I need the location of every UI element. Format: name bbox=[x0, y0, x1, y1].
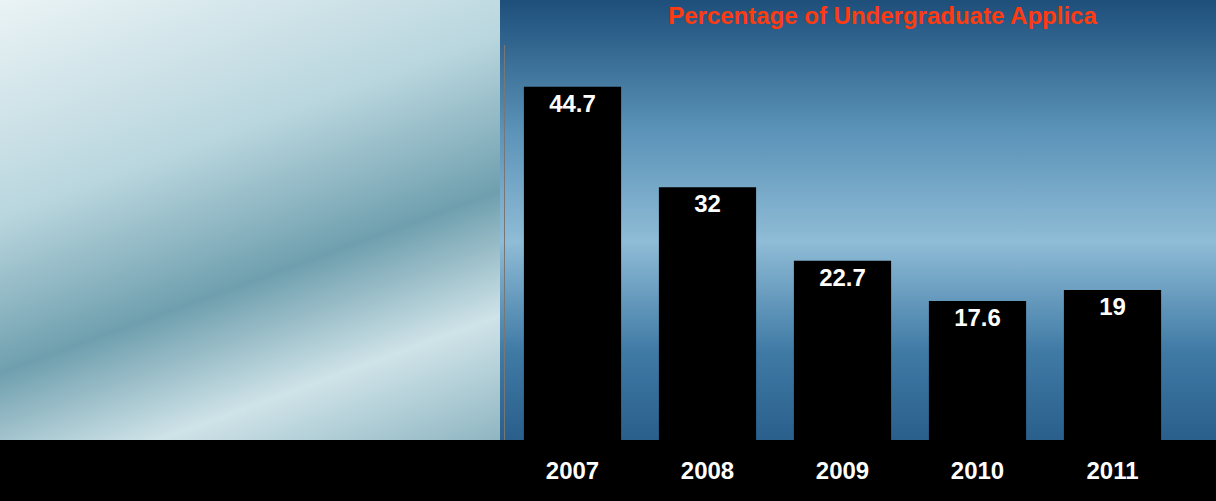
svg-text:2007: 2007 bbox=[546, 457, 599, 484]
svg-text:22.7: 22.7 bbox=[819, 264, 866, 291]
svg-text:2010: 2010 bbox=[951, 457, 1004, 484]
svg-text:17.6: 17.6 bbox=[954, 304, 1001, 331]
svg-text:Percentage of Undergraduate Ap: Percentage of Undergraduate Applica bbox=[668, 2, 1097, 29]
svg-text:32: 32 bbox=[694, 190, 721, 217]
svg-text:44.7: 44.7 bbox=[549, 90, 596, 117]
svg-text:2009: 2009 bbox=[816, 457, 869, 484]
svg-text:2011: 2011 bbox=[1086, 457, 1138, 484]
svg-text:2008: 2008 bbox=[681, 457, 734, 484]
svg-text:19: 19 bbox=[1099, 293, 1126, 320]
